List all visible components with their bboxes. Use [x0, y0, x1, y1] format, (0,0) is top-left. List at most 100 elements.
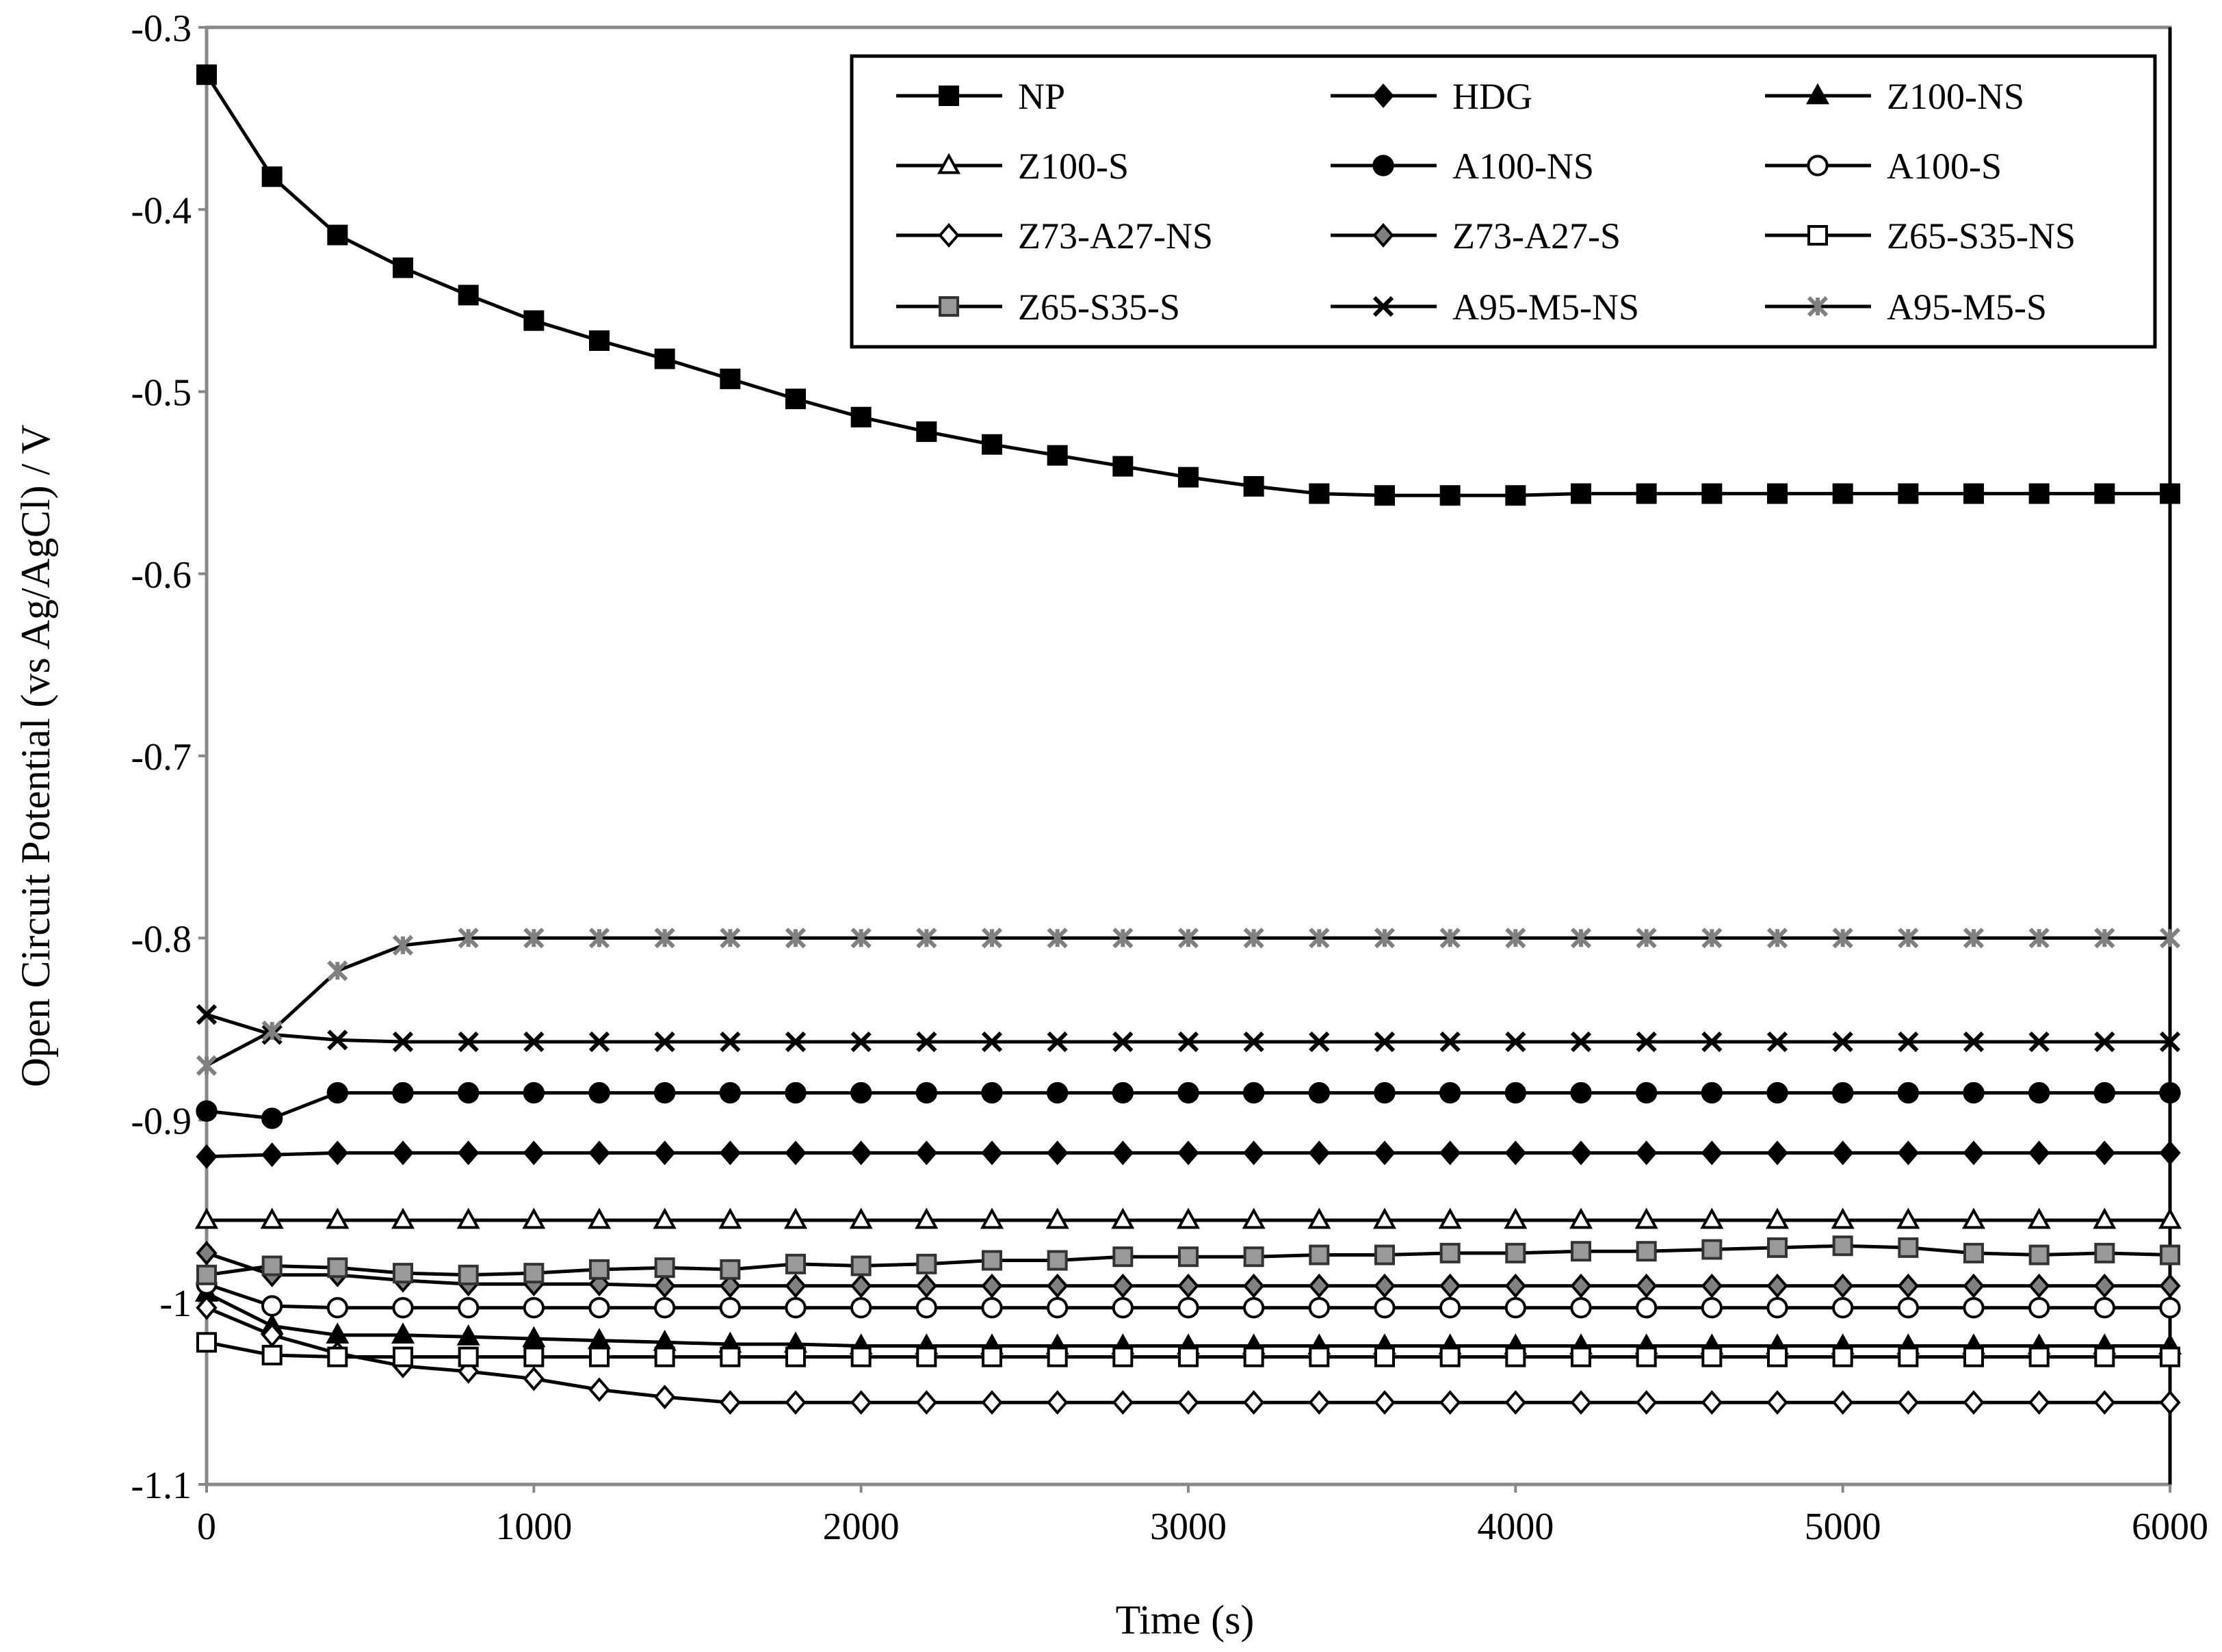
- x-axis-label: Time (s): [1116, 1597, 1255, 1642]
- data-point-a100-s: [1177, 1297, 1199, 1319]
- data-point-a95-m5-ns: [720, 1031, 741, 1053]
- data-point-z73-a27-ns: [2028, 1390, 2050, 1415]
- data-point-np: [1963, 483, 1984, 504]
- data-point-z100-s: [1045, 1207, 1069, 1229]
- legend-item-z100-s: Z100-S: [896, 146, 1129, 187]
- legend-item-np: NP: [896, 76, 1065, 117]
- data-point-a95-m5-s: [1505, 928, 1526, 949]
- data-point-a100-s: [719, 1297, 741, 1319]
- data-point-a95-m5-ns: [1309, 1031, 1330, 1053]
- legend-marker-z65-s35-s: [939, 296, 959, 317]
- data-point-z73-a27-s: [1112, 1273, 1134, 1298]
- x-tick-label: 1000: [495, 1506, 572, 1548]
- data-point-hdg: [2093, 1140, 2115, 1166]
- data-point-a100-s: [1570, 1297, 1592, 1319]
- data-point-a100-s: [2028, 1297, 2050, 1319]
- data-point-np: [1898, 483, 1919, 504]
- data-point-z73-a27-ns: [1570, 1390, 1592, 1415]
- data-point-np: [1505, 485, 1526, 506]
- data-point-a95-m5-s: [1309, 928, 1330, 949]
- data-point-a95-m5-s: [1766, 928, 1788, 949]
- data-point-z73-a27-ns: [1832, 1390, 1854, 1415]
- data-point-a95-m5-s: [850, 928, 872, 949]
- data-point-z73-a27-s: [1439, 1273, 1461, 1298]
- data-point-z65-s35-s: [1243, 1246, 1264, 1268]
- data-point-z73-a27-ns: [1047, 1390, 1069, 1415]
- data-point-np: [1832, 483, 1853, 504]
- data-point-z65-s35-s: [589, 1259, 610, 1280]
- data-point-a100-s: [1766, 1297, 1788, 1319]
- data-point-a95-m5-ns: [2159, 1031, 2181, 1053]
- data-point-np: [2160, 483, 2180, 504]
- data-point-hdg: [588, 1140, 610, 1166]
- data-point-z73-a27-ns: [1701, 1390, 1723, 1415]
- data-point-a100-s: [2159, 1297, 2181, 1319]
- legend-item-hdg: HDG: [1331, 76, 1532, 117]
- data-point-z73-a27-ns: [785, 1390, 807, 1415]
- data-point-np: [1439, 485, 1461, 506]
- legend-item-z65-s35-ns: Z65-S35-NS: [1765, 215, 2076, 257]
- data-point-z65-s35-ns: [589, 1346, 610, 1367]
- data-point-a100-ns: [392, 1081, 414, 1104]
- legend-marker-a95-m5-ns: [1372, 296, 1394, 317]
- y-axis-label: Open Circuit Potential (vs Ag/AgCl) / V: [13, 425, 58, 1088]
- data-point-z73-a27-ns: [1897, 1390, 1919, 1415]
- data-point-z65-s35-s: [1767, 1237, 1788, 1258]
- data-point-a95-m5-ns: [1766, 1031, 1788, 1053]
- data-point-z65-s35-ns: [458, 1346, 479, 1367]
- legend-item-a95-m5-ns: A95-M5-NS: [1331, 287, 1639, 328]
- data-point-z73-a27-ns: [2093, 1390, 2115, 1415]
- data-point-a95-m5-ns: [523, 1031, 545, 1053]
- data-point-z100-s: [1176, 1207, 1201, 1229]
- data-point-z65-s35-s: [1898, 1237, 1919, 1258]
- data-point-z73-a27-ns: [1439, 1390, 1461, 1415]
- data-point-z65-s35-s: [196, 1264, 217, 1285]
- data-point-np: [393, 257, 413, 278]
- legend-label-z73-a27-s: Z73-A27-S: [1452, 215, 1621, 257]
- legend-item-z73-a27-s: Z73-A27-S: [1331, 215, 1621, 257]
- data-point-a95-m5-s: [1832, 928, 1853, 949]
- data-point-z100-s: [260, 1207, 284, 1229]
- legend-item-a100-ns: A100-NS: [1331, 146, 1594, 187]
- data-point-z73-a27-s: [1047, 1273, 1069, 1298]
- data-point-a100-ns: [196, 1100, 218, 1122]
- data-point-a95-m5-ns: [981, 1031, 1003, 1053]
- data-point-z73-a27-ns: [654, 1385, 676, 1410]
- data-point-z73-a27-ns: [2159, 1390, 2181, 1415]
- data-point-a100-ns: [523, 1081, 545, 1104]
- y-tick-label: -1.1: [131, 1465, 192, 1507]
- data-point-a100-s: [1701, 1297, 1723, 1319]
- data-point-z65-s35-ns: [1374, 1346, 1395, 1367]
- data-point-z73-a27-s: [1963, 1273, 1985, 1298]
- data-point-a100-ns: [1374, 1081, 1396, 1104]
- legend-item-a95-m5-s: A95-M5-S: [1765, 287, 2047, 328]
- data-point-a95-m5-ns: [327, 1030, 348, 1051]
- data-point-z73-a27-s: [915, 1273, 937, 1298]
- data-point-z73-a27-ns: [458, 1359, 480, 1384]
- data-point-hdg: [1112, 1140, 1134, 1166]
- data-point-z73-a27-s: [1308, 1273, 1330, 1298]
- data-point-a95-m5-s: [1177, 928, 1199, 949]
- data-point-np: [589, 330, 610, 351]
- data-point-a95-m5-s: [981, 928, 1003, 949]
- data-point-a100-ns: [1570, 1081, 1592, 1104]
- data-point-a95-m5-ns: [588, 1031, 610, 1053]
- data-point-z65-s35-ns: [196, 1332, 217, 1353]
- data-point-z65-s35-ns: [327, 1346, 348, 1367]
- data-point-hdg: [654, 1140, 676, 1166]
- data-point-z65-s35-s: [1178, 1246, 1199, 1268]
- y-tick-label: -0.6: [131, 554, 192, 596]
- data-point-a100-ns: [1504, 1081, 1526, 1104]
- data-point-z65-s35-s: [785, 1253, 806, 1274]
- data-point-hdg: [850, 1140, 872, 1166]
- data-point-z73-a27-s: [1701, 1273, 1723, 1298]
- data-point-a95-m5-ns: [1832, 1031, 1853, 1053]
- data-point-a100-s: [458, 1297, 480, 1319]
- x-tick-label: 6000: [2132, 1506, 2208, 1548]
- data-point-z100-s: [849, 1207, 873, 1229]
- data-point-z73-a27-s: [2028, 1273, 2050, 1298]
- legend-marker-z100-s: [937, 153, 961, 174]
- data-point-z100-s: [522, 1207, 546, 1229]
- data-point-hdg: [2159, 1140, 2181, 1166]
- legend-label-z100-ns: Z100-NS: [1887, 76, 2024, 117]
